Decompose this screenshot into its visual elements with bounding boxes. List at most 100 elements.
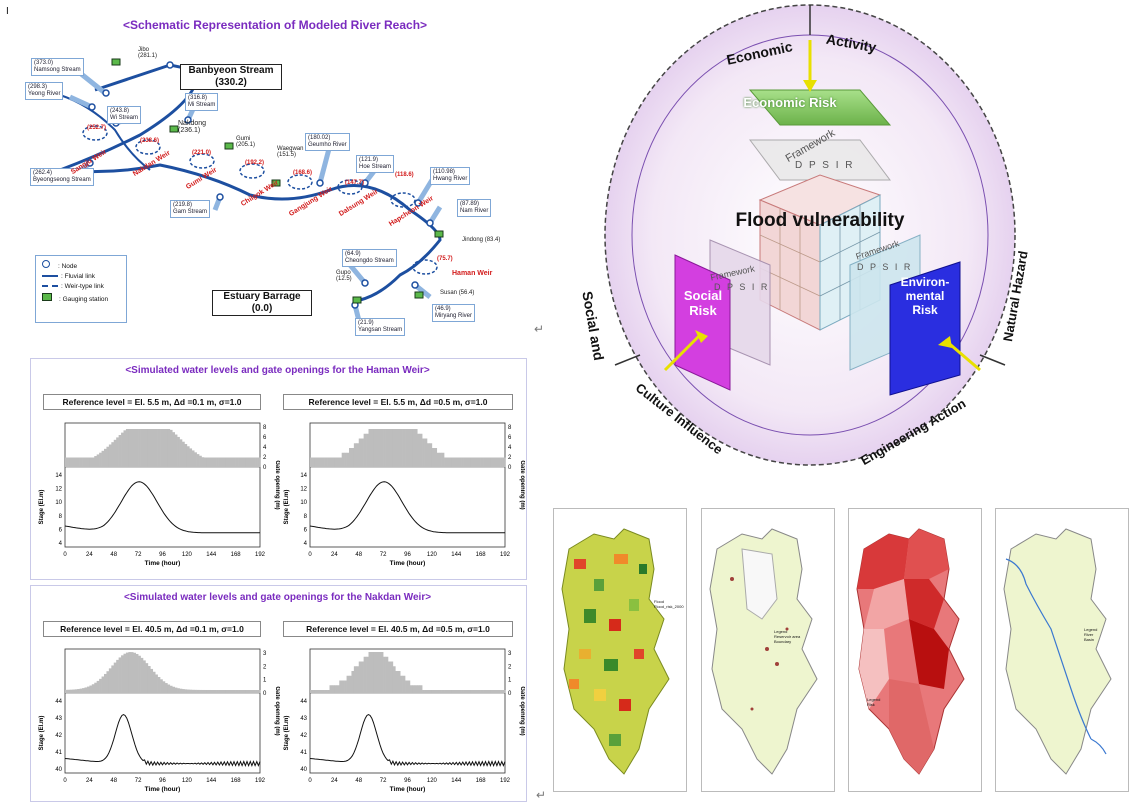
gate-opening-bar [363,433,367,467]
y-tick-label: 14 [300,473,307,479]
gate-opening-bar [101,676,105,693]
gate-opening-bar [329,457,333,467]
gate-opening-bar [79,457,83,467]
gate-opening-bar [96,454,100,467]
gate-opening-bar [483,457,486,467]
y2-axis-label: Gate opening (m) [274,460,280,509]
gate-opening-bar [182,441,185,467]
gate-opening-bar [341,452,345,467]
y2-axis-label: Gate opening (m) [274,686,280,735]
x-tick-label: 96 [159,552,166,558]
gate-opening-bar [138,655,141,693]
gate-opening-bar [164,429,168,467]
gate-opening-bar [327,690,330,693]
gate-opening-bar [324,690,328,693]
gate-opening-bar [458,690,462,693]
gate-opening-bar [480,457,484,467]
gate-opening-bar [252,690,256,693]
weir-km: (75.7) [437,256,453,262]
nakdan-right-chart: 0 24 48 72 96 120 144 168 192 40 41 42 43 44 0 1 2 3 Time … [284,648,525,793]
gate-opening-bar [79,688,83,693]
gate-opening-bar [164,683,168,693]
gate-opening-bar [77,457,80,467]
gate-opening-bar [203,689,207,693]
gate-opening-bar [191,450,195,467]
y-tick-label: 8 [304,514,308,520]
y-tick-label: 42 [55,733,62,739]
gate-opening-bar [353,443,357,467]
gate-opening-bar [250,690,253,693]
gate-opening-bar [177,688,180,693]
gate-opening-bar [82,457,85,467]
gate-opening-bar [414,685,418,693]
gate-opening-bar [108,668,112,693]
gate-opening-bar [106,671,110,693]
gate-opening-bar [368,652,372,693]
gate-opening-bar [322,690,325,693]
river-schematic-title: <Schematic Representation of Modeled Riv… [122,18,428,32]
flood-vulnerability-diagram [604,4,1016,466]
nakdan-left-chart: 0 24 48 72 96 120 144 168 192 40 41 42 43 44 0 1 2 3 Time … [39,648,280,793]
gate-opening-bar [314,690,318,693]
gate-opening-bar [116,659,119,693]
station-label: Jibo (281.1) [138,47,158,59]
gate-opening-bar [495,690,498,693]
x-tick-label: 120 [427,552,438,558]
y2-axis-label: Gate opening (m) [519,686,525,735]
gate-opening-bar [412,685,416,693]
stage-line [64,714,261,767]
weir-km: (118.6) [395,172,414,178]
station-label: Jindong (83.4) [462,237,501,243]
gate-opening-bar [177,436,180,467]
gate-opening-bar [128,429,132,467]
weir-km: (192.2) [245,160,265,166]
gate-opening-bar [407,680,411,693]
gate-opening-bar [113,439,117,467]
flood-vulnerability-label: Flood vulnerability [735,210,905,231]
x-tick-label: 192 [255,778,266,784]
gate-opening-bar [441,452,445,467]
gate-opening-bar [196,454,200,467]
gate-opening-bar [130,652,134,693]
x-tick-label: 144 [206,778,217,784]
gate-opening-bar [446,690,450,693]
gate-opening-bar [427,690,430,693]
gate-opening-bar [152,429,156,467]
x-tick-label: 192 [500,552,511,558]
gate-opening-bar [351,671,355,693]
gate-opening-bar [123,430,127,467]
gate-opening-bar [135,653,139,693]
gate-opening-bar [230,457,234,467]
gate-opening-bar [196,689,200,693]
gate-opening-bar [473,690,477,693]
weir-label: Haman Weir [452,270,493,277]
gate-opening-bar [94,682,97,693]
gate-opening-bar [67,689,71,693]
y2-tick-label: 1 [263,678,267,684]
x-axis-label: Time (hour) [145,560,181,567]
gate-opening-bar [230,689,234,693]
x-tick-label: 48 [355,778,362,784]
gate-opening-bar [310,457,313,467]
stream-label: (298.3) Yeong River [25,82,64,100]
x-tick-label: 48 [110,552,117,558]
gate-opening-bar [366,656,369,693]
y2-tick-label: 2 [263,455,267,461]
gate-opening-bar [424,438,428,467]
x-tick-label: 120 [427,778,438,784]
gate-opening-bar [385,429,389,467]
gate-opening-bar [356,443,360,467]
x-tick-label: 144 [451,552,462,558]
station-label: Nakdong (236.1) [178,120,207,134]
y-tick-label: 41 [300,750,307,756]
gate-opening-bar [255,457,258,467]
gate-opening-bar [375,652,379,693]
gate-opening-bar [174,687,178,693]
gate-opening-bar [143,660,146,693]
gate-opening-bar [361,661,364,693]
stream-label: (373.0) Namsong Stream [31,58,84,76]
environmental-risk-label: Environ-mental Risk [900,275,950,317]
gate-opening-bar [395,671,399,693]
economic-risk-label: Economic Risk [743,95,837,110]
gate-opening-bar [189,689,193,693]
